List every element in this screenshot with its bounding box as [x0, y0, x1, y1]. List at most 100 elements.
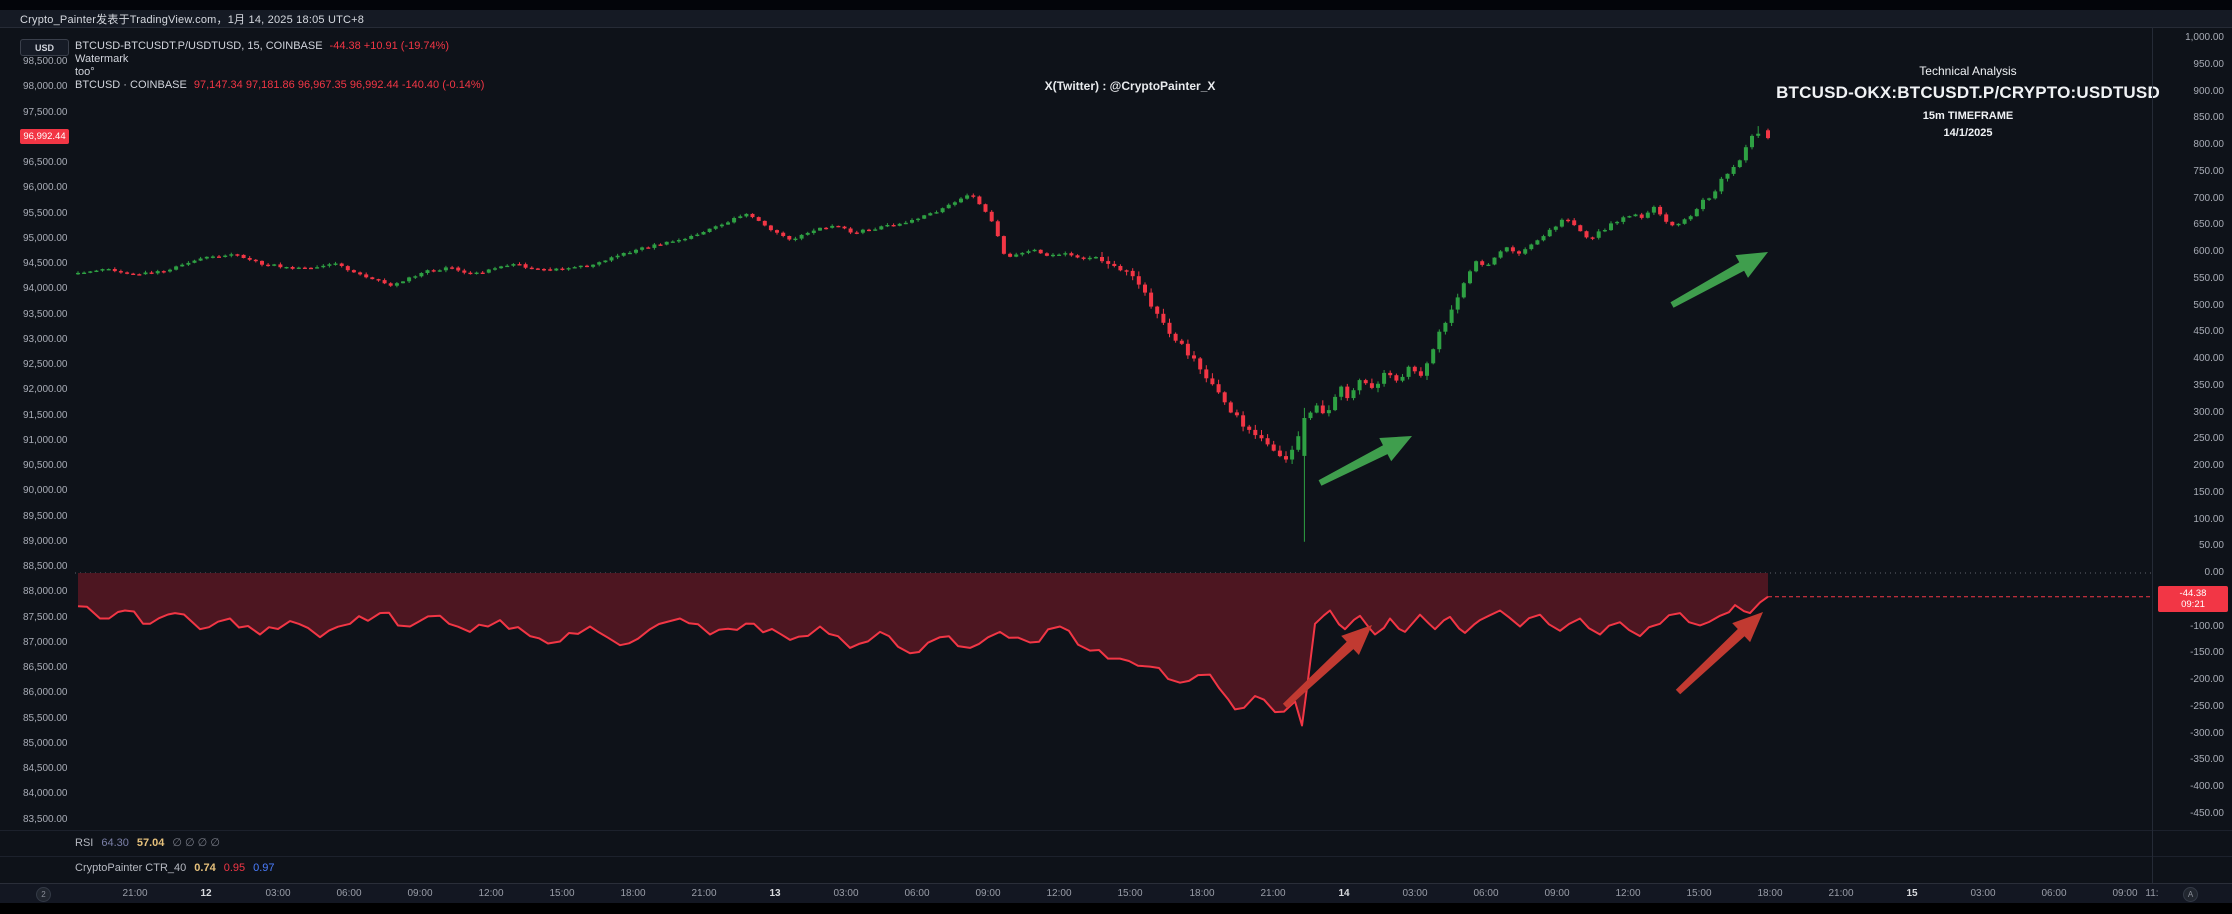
left-axis-tick: 90,000.00 — [23, 485, 68, 497]
left-axis-tick: 88,500.00 — [23, 561, 68, 572]
legend-row-too[interactable]: too° — [75, 65, 95, 78]
legend-row-spread[interactable]: BTCUSD-BTCUSDT.P/USDTUSD, 15, COINBASE -… — [75, 39, 449, 52]
time-axis-tick: 12:00 — [1615, 888, 1641, 899]
left-axis-tick: 89,500.00 — [23, 510, 68, 522]
rsi-empty-values: ∅ ∅ ∅ ∅ — [172, 837, 220, 849]
time-axis[interactable]: 2 21:00 12 03:00 06:00 09:00 12:00 15:00 18:00 2… — [0, 883, 2232, 904]
left-axis-tick: 97,500.00 — [23, 106, 68, 118]
chart-graphics — [75, 126, 2152, 727]
legend-btcusd-symbol[interactable]: BTCUSD · COINBASE — [75, 78, 187, 91]
left-axis-tick: 85,000.00 — [23, 737, 68, 749]
last-price-tag-left: 96,992.44 — [20, 129, 69, 144]
post-info-text: Crypto_Painter发表于TradingView.com，1月 14, … — [20, 13, 365, 26]
left-axis-tick: 98,000.00 — [23, 81, 68, 93]
legend-spread-values: -44.38 +10.91 (-19.74%) — [329, 39, 450, 52]
right-axis-tick: 900.00 — [2193, 85, 2224, 97]
time-axis-tick: 06:00 — [1473, 888, 1499, 899]
red-arrow-spread-recovery-1 — [1282, 625, 1372, 709]
right-axis-tick: -300.00 — [2190, 727, 2224, 739]
ta-symbol: BTCUSD-OKX:BTCUSDT.P/CRYPTO:USDTUSD — [1776, 83, 2160, 102]
rsi-legend-row[interactable]: RSI 64.30 57.04 ∅ ∅ ∅ ∅ — [75, 836, 220, 850]
time-axis-tick: 06:00 — [336, 888, 362, 899]
right-axis-tick: 700.00 — [2193, 192, 2224, 204]
twitter-handle-note: X(Twitter) : @CryptoPainter_X — [1044, 79, 1216, 93]
right-axis-tick: 950.00 — [2193, 58, 2224, 70]
right-axis-tick: -350.00 — [2190, 754, 2224, 766]
rsi-name[interactable]: RSI — [75, 836, 94, 849]
right-axis-tick: 250.00 — [2193, 433, 2224, 445]
left-axis-tick: 92,500.00 — [23, 359, 68, 370]
right-axis-tick: 750.00 — [2193, 165, 2224, 177]
right-axis-tick: 600.00 — [2193, 246, 2224, 257]
left-axis-tick: 94,500.00 — [23, 258, 68, 269]
time-axis-tick: 14 — [1338, 888, 1350, 899]
time-axis-tick: 06:00 — [2041, 888, 2067, 899]
legend-row-watermark[interactable]: Watermark — [75, 52, 128, 65]
spread-area-series — [77, 573, 1769, 727]
ta-date: 14/1/2025 — [1943, 127, 1993, 139]
time-axis-tick: 15:00 — [1117, 888, 1143, 899]
time-axis-tick: 09:00 — [407, 888, 433, 899]
right-axis-tick: -100.00 — [2190, 620, 2224, 632]
left-axis-tick: 84,000.00 — [23, 788, 68, 800]
left-axis-tick: 90,500.00 — [23, 460, 68, 471]
left-axis-tick: 94,000.00 — [23, 283, 68, 295]
left-axis-tick: 98,500.00 — [23, 56, 68, 67]
left-axis-tick: 96,500.00 — [23, 157, 68, 168]
time-axis-tick: 21:00 — [1828, 888, 1854, 899]
left-axis-tick: 84,500.00 — [23, 763, 68, 774]
time-axis-tick: 09:00 — [975, 888, 1001, 899]
right-axis-tick: 200.00 — [2193, 460, 2224, 471]
legend-row-btcusd[interactable]: BTCUSD · COINBASE 97,147.34 97,181.86 96… — [75, 78, 484, 91]
left-axis-tick: 92,000.00 — [23, 384, 68, 396]
right-axis-tick: 0.00 — [2204, 567, 2224, 578]
chart-canvas[interactable]: USD BTCUSD-BTCUSDT.P/USDTUSD, 15, COINBA… — [0, 27, 2232, 883]
time-axis-tick: 06:00 — [904, 888, 930, 899]
legend-watermark-title[interactable]: Watermark — [75, 52, 129, 65]
legend-spread-symbol[interactable]: BTCUSD-BTCUSDT.P/USDTUSD, 15, COINBASE — [75, 39, 323, 52]
left-axis-tick: 93,000.00 — [23, 333, 68, 345]
top-video-strip — [0, 0, 2232, 10]
time-axis-tick: 03:00 — [833, 888, 859, 899]
legend-too-title[interactable]: too° — [75, 65, 95, 78]
right-axis-tick: 850.00 — [2193, 112, 2224, 124]
left-axis-tick: 95,500.00 — [23, 207, 68, 219]
ta-title: Technical Analysis — [1919, 64, 2017, 78]
pane-separator-rsi[interactable] — [0, 830, 2232, 831]
time-axis-tick: 18:00 — [620, 888, 646, 899]
pane-separator-ctr[interactable] — [0, 856, 2232, 857]
ctr-value-2: 0.95 — [223, 861, 246, 874]
currency-usd-button[interactable]: USD — [20, 39, 69, 56]
time-axis-tick: 15:00 — [1686, 888, 1712, 899]
technical-analysis-block: Technical Analysis BTCUSD-OKX:BTCUSDT.P/… — [1700, 64, 2232, 139]
red-arrow-spread-recovery-2 — [1675, 612, 1763, 695]
left-axis-tick: 91,000.00 — [23, 434, 68, 446]
bottom-video-strip — [0, 903, 2232, 914]
ctr-legend-row[interactable]: CryptoPainter CTR_40 0.74 0.95 0.97 — [75, 861, 275, 874]
left-axis-tick: 89,000.00 — [23, 535, 68, 547]
time-axis-tick: 13 — [769, 888, 781, 899]
time-axis-tick: 21:00 — [1260, 888, 1286, 899]
left-axis-tick: 95,000.00 — [23, 232, 68, 244]
last-value-tag-right: -44.38 09:21 — [2158, 586, 2228, 612]
right-axis-tick: 100.00 — [2193, 513, 2224, 525]
time-axis-tick: 15:00 — [549, 888, 575, 899]
ctr-name[interactable]: CryptoPainter CTR_40 — [75, 861, 187, 874]
right-axis-tick: 550.00 — [2193, 272, 2224, 284]
time-axis-left-badge[interactable]: 2 — [36, 887, 51, 902]
left-axis-tick: 86,000.00 — [23, 687, 68, 699]
right-axis-tick: 1,000.00 — [2185, 32, 2224, 43]
time-axis-tick: 09:00 — [2112, 888, 2138, 899]
timezone-badge[interactable]: A — [2183, 887, 2198, 902]
legend-btcusd-ohlc: 97,147.34 97,181.86 96,967.35 96,992.44 … — [193, 78, 485, 91]
right-axis-tick: 800.00 — [2193, 139, 2224, 150]
green-arrow-breakout — [1670, 252, 1768, 308]
time-axis-tick: 21:00 — [122, 888, 148, 899]
price-axis-border — [2152, 27, 2153, 883]
right-axis-tick: -250.00 — [2190, 700, 2224, 712]
right-axis-tick: 450.00 — [2193, 326, 2224, 338]
time-axis-tick: 15 — [1906, 888, 1918, 899]
time-axis-tick: 03:00 — [1402, 888, 1428, 899]
header-bar: Crypto_Painter发表于TradingView.com，1月 14, … — [0, 10, 2232, 28]
